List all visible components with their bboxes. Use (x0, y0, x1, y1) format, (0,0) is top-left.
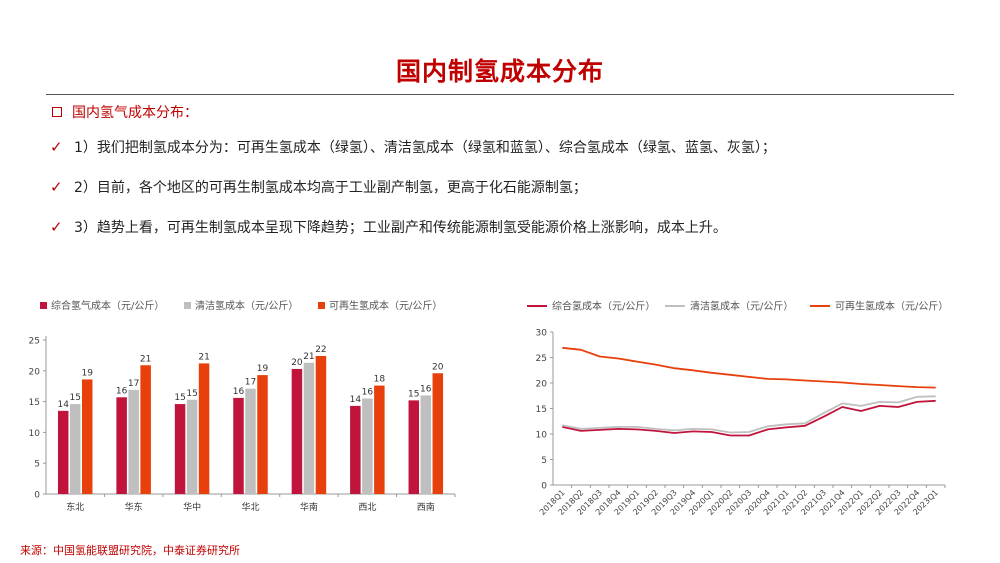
bullet-text-2: 2）目前，各个地区的可再生制氢成本均高于工业副产制氢，更高于化石能源制氢； (74, 180, 587, 196)
bullet-item-3: ✓ 3）趋势上看，可再生制氢成本呈现下降趋势；工业副产和传统能源制氢受能源价格上… (50, 215, 727, 239)
bar (257, 375, 268, 494)
series-line (562, 399, 936, 437)
bar (140, 365, 151, 494)
title-divider (46, 94, 954, 95)
data-label: 16 (116, 386, 128, 396)
x-tick-label: 华东 (125, 501, 143, 513)
y-tick-label: 10 (536, 431, 548, 441)
series-line (562, 395, 936, 434)
page-title: 国内制氢成本分布 (395, 57, 604, 86)
bar (374, 385, 385, 494)
section-heading-text: 国内氢气成本分布： (72, 105, 198, 121)
data-label: 22 (315, 345, 326, 355)
bar (81, 379, 93, 494)
bar (350, 405, 361, 494)
data-label: 15 (408, 389, 419, 399)
data-label: 21 (303, 352, 314, 362)
regional-bar-chart: 综合氢气成本（元/公斤） 清洁氢成本（元/公斤） 可再生氢成本（元/公斤） 0 5 10 1… (29, 299, 456, 513)
y-tick-label: 5 (541, 456, 547, 466)
check-icon: ✓ (50, 138, 63, 156)
bar (408, 400, 420, 494)
data-label: 14 (350, 395, 362, 405)
y-tick-label: 10 (29, 429, 41, 439)
bar (245, 388, 256, 494)
y-tick-label: 5 (34, 460, 40, 470)
quarterly-line-chart: 综合氢成本（元/公斤） 清洁氢成本（元/公斤） 可再生氢成本（元/公斤） 0 5 10 15… (527, 300, 948, 517)
bar (69, 404, 81, 494)
bar (116, 397, 127, 494)
data-label: 17 (128, 379, 139, 389)
legend-label: 清洁氢成本（元/公斤） (195, 299, 298, 312)
legend-label: 清洁氢成本（元/公斤） (690, 300, 793, 313)
y-tick-label: 15 (29, 398, 40, 408)
source-note: 来源：中国氢能联盟研究院，中泰证券研究所 (20, 544, 240, 557)
bar (291, 368, 303, 494)
x-tick-label: 华南 (300, 501, 318, 513)
data-label: 21 (140, 354, 151, 364)
data-label: 17 (245, 378, 256, 388)
legend-swatch (184, 302, 191, 309)
data-label: 19 (81, 368, 93, 378)
bullet-item-1: ✓ 1）我们把制氢成本分为：可再生氢成本（绿氢）、清洁氢成本（绿氢和蓝氢）、综合… (50, 135, 776, 159)
legend-label: 综合氢气成本（元/公斤） (51, 299, 164, 312)
check-icon: ✓ (50, 178, 63, 196)
x-tick-label: 东北 (66, 501, 84, 513)
legend-label: 可再生氢成本（元/公斤） (329, 299, 442, 312)
bullet-text-3: 3）趋势上看，可再生制氢成本呈现下降趋势；工业副产和传统能源制氢受能源价格上涨影… (74, 220, 727, 236)
data-label: 14 (57, 400, 69, 410)
bar (432, 373, 444, 494)
y-tick-label: 0 (34, 491, 40, 501)
y-tick-label: 30 (536, 329, 548, 339)
series-line (562, 346, 936, 389)
legend-swatch (40, 302, 47, 309)
section-heading: 国内氢气成本分布： (52, 100, 198, 124)
check-icon: ✓ (50, 218, 63, 236)
y-tick-label: 20 (29, 367, 41, 377)
data-label: 15 (186, 389, 197, 399)
data-label: 16 (233, 387, 245, 397)
data-label: 20 (291, 358, 303, 368)
bar (57, 410, 69, 494)
bar (174, 404, 186, 494)
data-label: 15 (69, 393, 80, 403)
bar (198, 363, 210, 494)
data-label: 21 (198, 352, 209, 362)
legend-label: 综合氢成本（元/公斤） (552, 300, 655, 313)
bar (233, 397, 244, 494)
data-label: 16 (420, 384, 432, 394)
x-tick-label: 西南 (417, 501, 435, 513)
y-tick-label: 25 (536, 354, 547, 364)
legend-label: 可再生氢成本（元/公斤） (835, 300, 948, 313)
data-label: 18 (374, 375, 386, 385)
y-tick-label: 0 (541, 482, 547, 492)
x-tick-label: 华北 (241, 501, 259, 513)
data-label: 15 (174, 393, 185, 403)
square-bullet-icon (52, 107, 62, 117)
x-tick-label: 华中 (183, 501, 201, 513)
legend-swatch (318, 302, 325, 309)
y-tick-label: 15 (536, 405, 547, 415)
bullet-item-2: ✓ 2）目前，各个地区的可再生制氢成本均高于工业副产制氢，更高于化石能源制氢； (50, 175, 587, 199)
data-label: 16 (362, 388, 374, 398)
data-label: 20 (432, 362, 444, 372)
bar (420, 395, 432, 494)
bar (315, 356, 327, 494)
bar (303, 362, 315, 494)
y-tick-label: 25 (29, 337, 40, 347)
y-tick-label: 20 (536, 380, 548, 390)
bar (186, 399, 198, 494)
bar (362, 398, 373, 494)
x-tick-label: 西北 (358, 502, 376, 513)
bar (128, 389, 139, 494)
bullet-text-1: 1）我们把制氢成本分为：可再生氢成本（绿氢）、清洁氢成本（绿氢和蓝氢）、综合氢成… (74, 140, 776, 156)
data-label: 19 (257, 364, 269, 374)
